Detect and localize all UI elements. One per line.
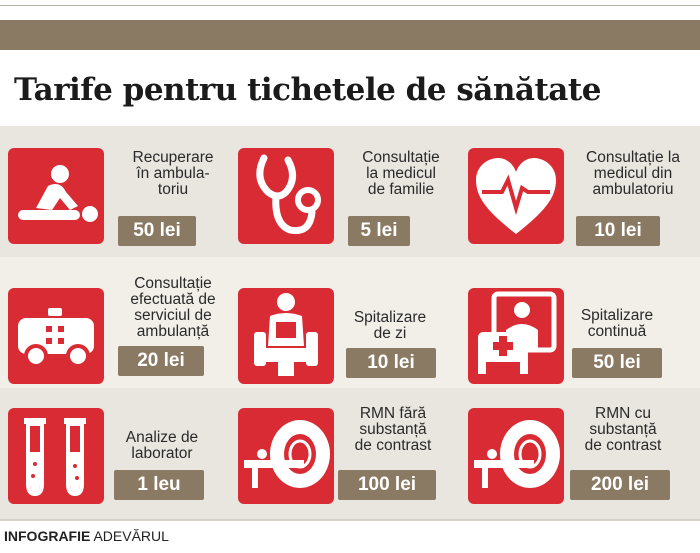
price-badge: 100 lei [338, 470, 436, 500]
price-badge: 10 lei [346, 348, 436, 378]
tariff-label: Spitalizare continuă [580, 307, 654, 340]
header-bar [0, 20, 700, 50]
tariff-card-rmn-fara: RMN fără substanță de contrast 100 lei [238, 405, 470, 528]
footer-brand: ADEVĂRUL [93, 528, 169, 544]
heart-pulse-icon [468, 148, 564, 244]
price-badge: 50 lei [572, 348, 662, 378]
tariff-card-ambulatoriu: Consultație la medicul din ambulatoriu 1… [468, 148, 700, 268]
footer: INFOGRAFIE ADEVĂRUL [0, 519, 700, 553]
tariff-card-rmn-cu: RMN cu substanță de contrast 200 lei [468, 405, 700, 528]
test-tubes-icon [8, 408, 104, 504]
tariff-card-analize: Analize de laborator 1 leu [8, 408, 240, 528]
tariff-label: Recuperare în ambula- toriu [132, 149, 214, 198]
tariff-card-spitalizare-continua: Spitalizare continuă 50 lei [468, 288, 700, 408]
rehabilitation-massage-icon [8, 148, 104, 244]
tariff-label: Consultație efectuată de serviciul de am… [130, 275, 216, 340]
tariff-card-recuperare: Recuperare în ambula- toriu 50 lei [8, 148, 240, 268]
page-title: Tarife pentru tichetele de sănătate [14, 72, 601, 108]
tariff-label: RMN cu substanță de contrast [584, 405, 662, 454]
top-rule [0, 0, 700, 6]
tariff-card-ambulanta: Consultație efectuată de serviciul de am… [8, 276, 240, 408]
stethoscope-icon [238, 148, 334, 244]
tariff-label: Consultație la medicul din ambulatoriu [586, 149, 680, 198]
price-badge: 20 lei [118, 346, 204, 376]
price-badge: 50 lei [118, 216, 196, 246]
price-badge: 200 lei [570, 470, 670, 500]
tariff-label: Consultație la medicul de familie [362, 149, 440, 198]
mri-scanner-icon [468, 408, 564, 504]
ambulance-icon [8, 288, 104, 384]
price-badge: 1 leu [114, 470, 204, 500]
day-patient-chair-icon [238, 288, 334, 384]
tariff-label: RMN fără substanță de contrast [354, 405, 432, 454]
footer-credit: INFOGRAFIE ADEVĂRUL [4, 528, 169, 544]
tariff-card-spitalizare-zi: Spitalizare de zi 10 lei [238, 288, 470, 408]
footer-brand-bold: INFOGRAFIE [4, 528, 91, 544]
tariff-label: Analize de laborator [125, 429, 199, 462]
price-badge: 10 lei [576, 216, 660, 246]
hospital-bed-icon [468, 288, 564, 384]
mri-scanner-icon [238, 408, 334, 504]
tariff-card-medic-familie: Consultație la medicul de familie 5 lei [238, 148, 470, 268]
tariff-label: Spitalizare de zi [353, 309, 427, 342]
price-badge: 5 lei [348, 216, 410, 246]
